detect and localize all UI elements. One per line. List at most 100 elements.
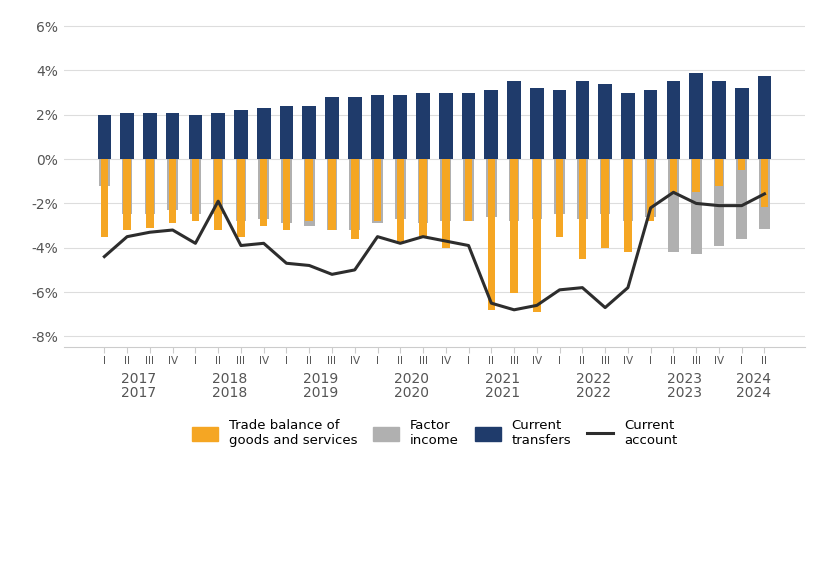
Bar xyxy=(143,113,156,159)
Bar xyxy=(578,159,586,259)
Text: 2023: 2023 xyxy=(667,386,701,400)
Bar xyxy=(393,95,406,159)
Text: 2019: 2019 xyxy=(302,386,337,400)
Bar xyxy=(192,159,199,221)
Bar xyxy=(735,159,746,239)
Bar xyxy=(645,159,655,217)
Bar xyxy=(97,115,111,159)
Bar xyxy=(486,159,496,217)
Bar xyxy=(440,159,450,221)
Bar xyxy=(370,95,384,159)
Bar xyxy=(577,159,587,219)
Bar xyxy=(190,159,201,215)
Bar xyxy=(643,90,657,159)
Bar xyxy=(351,159,358,239)
Bar xyxy=(760,159,767,207)
Bar xyxy=(279,106,293,159)
Text: 2018: 2018 xyxy=(211,386,247,400)
Bar xyxy=(620,93,634,159)
Bar xyxy=(734,88,748,159)
Bar xyxy=(237,159,244,237)
Text: 2023: 2023 xyxy=(667,372,701,386)
Bar xyxy=(122,159,133,215)
Text: 2017: 2017 xyxy=(120,372,156,386)
Bar xyxy=(211,113,224,159)
Text: 2022: 2022 xyxy=(576,386,610,400)
Text: 2024: 2024 xyxy=(735,372,770,386)
Bar xyxy=(758,159,769,229)
Bar xyxy=(214,159,222,230)
Bar xyxy=(325,97,338,159)
Bar xyxy=(691,159,699,193)
Text: 2020: 2020 xyxy=(394,386,428,400)
Bar xyxy=(258,159,269,219)
Text: 2022: 2022 xyxy=(576,372,610,386)
Bar xyxy=(99,159,110,186)
Bar xyxy=(305,159,313,221)
Text: 2021: 2021 xyxy=(485,386,519,400)
Bar xyxy=(101,159,108,237)
Bar xyxy=(347,97,361,159)
Bar xyxy=(463,159,473,221)
Bar xyxy=(120,113,133,159)
Bar xyxy=(464,159,472,221)
Bar xyxy=(328,159,335,230)
Legend: Trade balance of
goods and services, Factor
income, Current
transfers, Current
a: Trade balance of goods and services, Fac… xyxy=(192,419,676,447)
Text: 2020: 2020 xyxy=(394,372,428,386)
Bar xyxy=(283,159,290,230)
Bar xyxy=(372,159,382,223)
Bar xyxy=(532,159,540,311)
Bar xyxy=(484,90,498,159)
Bar xyxy=(598,84,611,159)
Bar xyxy=(169,159,176,223)
Bar xyxy=(417,159,428,223)
Text: 2018: 2018 xyxy=(211,372,247,386)
Bar xyxy=(714,159,722,186)
Bar xyxy=(165,113,179,159)
Bar xyxy=(531,159,541,219)
Bar xyxy=(416,93,429,159)
Bar xyxy=(666,82,680,159)
Bar xyxy=(757,77,771,159)
Bar xyxy=(508,159,518,221)
Bar xyxy=(554,159,564,215)
Bar xyxy=(623,159,631,252)
Bar xyxy=(689,72,702,159)
Text: 2019: 2019 xyxy=(302,372,337,386)
Bar xyxy=(326,159,337,230)
Bar xyxy=(737,159,744,170)
Text: 2017: 2017 xyxy=(120,386,156,400)
Bar xyxy=(233,110,247,159)
Bar xyxy=(690,159,701,255)
Bar xyxy=(669,159,676,193)
Bar xyxy=(188,115,202,159)
Bar xyxy=(622,159,632,221)
Bar xyxy=(146,159,153,228)
Bar xyxy=(667,159,678,252)
Bar xyxy=(235,159,246,221)
Bar xyxy=(529,88,543,159)
Bar xyxy=(461,93,475,159)
Bar xyxy=(646,159,654,221)
Text: 2021: 2021 xyxy=(485,372,519,386)
Bar xyxy=(167,159,178,210)
Bar xyxy=(304,159,314,226)
Bar xyxy=(395,159,405,219)
Bar xyxy=(144,159,155,215)
Bar xyxy=(575,82,589,159)
Bar xyxy=(600,159,609,248)
Bar xyxy=(396,159,404,243)
Bar xyxy=(711,82,725,159)
Bar xyxy=(441,159,449,248)
Bar xyxy=(599,159,609,215)
Bar xyxy=(256,108,270,159)
Bar xyxy=(713,159,723,245)
Bar xyxy=(260,159,267,226)
Bar xyxy=(507,82,520,159)
Bar xyxy=(302,106,315,159)
Bar xyxy=(555,159,563,237)
Bar xyxy=(552,90,566,159)
Bar xyxy=(349,159,360,230)
Bar xyxy=(487,159,495,310)
Text: 2024: 2024 xyxy=(735,386,770,400)
